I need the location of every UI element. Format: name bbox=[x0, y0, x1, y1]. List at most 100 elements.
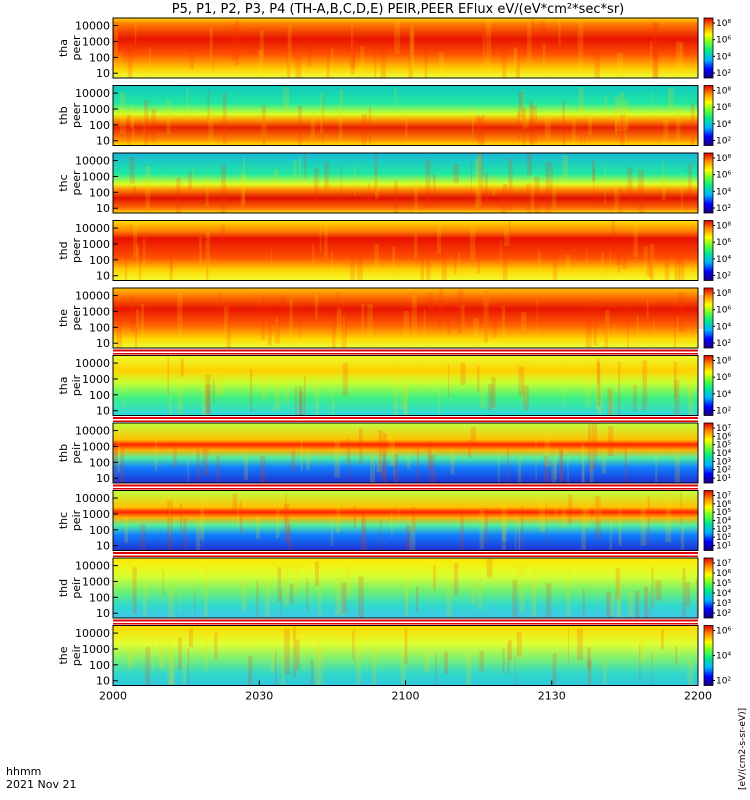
panel-thc-peir: 10 100 1000 10000 thc peir 10⁷10⁶10⁵10⁴10³10²1… bbox=[57, 484, 731, 553]
spectrogram-streak bbox=[613, 323, 616, 348]
spectrogram-streak bbox=[691, 103, 695, 146]
spectrogram-streak bbox=[205, 384, 211, 414]
spectrogram-streak bbox=[367, 304, 373, 348]
y-tick-label: 10 bbox=[96, 337, 110, 350]
spectrogram-streak bbox=[534, 177, 540, 213]
spectrogram-streak bbox=[680, 526, 685, 551]
spectrogram-streak bbox=[130, 105, 134, 129]
spectrogram-streak bbox=[522, 107, 526, 146]
spectrogram-streak bbox=[517, 456, 522, 483]
spectrogram-streak bbox=[202, 448, 209, 476]
spectrogram-streak bbox=[651, 567, 654, 608]
spectrogram-streak bbox=[143, 115, 145, 146]
spectrogram-streak bbox=[577, 22, 584, 70]
spectrogram-streak bbox=[338, 112, 343, 146]
colorbar-tick-label: 10² bbox=[716, 407, 731, 417]
spectrogram-streak bbox=[274, 322, 280, 344]
spectrogram-streak bbox=[351, 20, 353, 75]
spectrogram-streak bbox=[326, 41, 330, 78]
spectrogram-streak bbox=[127, 648, 134, 669]
spectrogram-streak bbox=[226, 301, 231, 348]
spectrogram-streak bbox=[205, 374, 211, 416]
spectrogram-streak bbox=[479, 509, 485, 549]
spectrogram-streak bbox=[627, 591, 634, 618]
spectrogram-streak bbox=[515, 38, 520, 78]
spectrogram-streak bbox=[615, 242, 622, 265]
spectrogram-streak bbox=[524, 107, 529, 129]
spectrogram-streak bbox=[285, 493, 287, 535]
colorbar-tick-label: 10⁶ bbox=[716, 103, 731, 113]
spectrogram-streak bbox=[676, 41, 681, 78]
spectrogram-streak bbox=[212, 27, 215, 70]
spectrogram-streak bbox=[586, 246, 588, 280]
spectrogram-streak bbox=[618, 361, 621, 415]
spectrogram-streak bbox=[204, 627, 208, 672]
spectrogram-streak bbox=[233, 234, 235, 255]
spectrogram-streak bbox=[389, 431, 395, 466]
spectrogram-streak bbox=[431, 561, 437, 587]
spectrogram-streak bbox=[610, 593, 614, 616]
spectrogram-streak bbox=[130, 296, 135, 324]
spectrogram-streak bbox=[441, 251, 447, 281]
spectrogram-streak bbox=[342, 593, 345, 618]
spectrogram-fill bbox=[113, 288, 698, 348]
spectrogram-streak bbox=[145, 646, 150, 686]
colorbar-tick-label: 10⁷ bbox=[716, 424, 731, 434]
spectrogram-streak bbox=[663, 161, 665, 186]
colorbar-tick-label: 10² bbox=[716, 609, 731, 619]
panel-probe-label: the bbox=[57, 646, 70, 664]
spectrogram-streak bbox=[340, 167, 342, 201]
spectrogram-streak bbox=[673, 362, 677, 399]
spectrogram-streak bbox=[332, 316, 336, 348]
spectrogram-streak bbox=[310, 659, 314, 686]
spectrogram-streak bbox=[485, 18, 492, 70]
spectrogram-streak bbox=[539, 497, 546, 533]
spectrogram-streak bbox=[289, 583, 294, 605]
panel-thb-peir: 10 100 1000 10000 thb peir 10⁷10⁶10⁵10⁴10³10²1… bbox=[57, 417, 731, 485]
panel-frame bbox=[112, 422, 699, 484]
spectrogram-streak bbox=[134, 306, 138, 348]
spectrogram-streak bbox=[566, 567, 571, 618]
spectrogram-streak bbox=[376, 452, 383, 473]
x-tick-label: 2130 bbox=[538, 690, 566, 703]
spectrogram-streak bbox=[460, 509, 464, 551]
spectrogram-streak bbox=[501, 306, 505, 337]
panel-species-label: peir bbox=[70, 644, 83, 666]
colorbar bbox=[703, 152, 714, 214]
spectrogram-fill bbox=[113, 220, 698, 281]
spectrogram-streak bbox=[492, 309, 497, 338]
spectrogram-streak bbox=[346, 565, 351, 599]
spectrogram-streak bbox=[243, 455, 249, 481]
spectrogram-streak bbox=[636, 315, 639, 348]
panel-frame bbox=[112, 17, 699, 79]
spectrogram-streak bbox=[314, 294, 318, 320]
spectrogram-streak bbox=[474, 158, 480, 209]
spectrogram-streak bbox=[544, 435, 550, 467]
spectrogram-streak bbox=[404, 627, 408, 665]
spectrogram-streak bbox=[303, 376, 306, 416]
spectrogram-streak bbox=[414, 234, 418, 258]
spectrogram-streak bbox=[294, 386, 297, 416]
spectrogram-streak bbox=[580, 118, 582, 146]
colorbar-tick-label: 10¹ bbox=[716, 542, 731, 552]
spectrogram-streak bbox=[293, 160, 297, 179]
spectrogram-streak bbox=[436, 222, 441, 254]
spectrogram-streak bbox=[424, 45, 428, 78]
spectrogram-streak bbox=[274, 650, 277, 686]
spectrogram-streak bbox=[615, 111, 617, 135]
panel-the-peer: 10 100 1000 10000 the peer 10⁸ 10⁶ 10⁴ 10² bbox=[57, 287, 731, 350]
spectrogram-streak bbox=[680, 491, 682, 525]
spectrogram-streak bbox=[132, 112, 135, 146]
spectrogram-streak bbox=[255, 515, 260, 540]
colorbar-tick-label: 10⁸ bbox=[716, 154, 731, 164]
panel-species-label: peer bbox=[70, 238, 83, 264]
spectrogram-streak bbox=[409, 31, 415, 76]
spectrogram-streak bbox=[470, 426, 477, 447]
spectrogram-streak bbox=[322, 97, 324, 146]
spectrogram-streak bbox=[216, 370, 221, 396]
spectrogram-streak bbox=[351, 630, 354, 659]
spectrogram-streak bbox=[207, 89, 210, 120]
spectrogram-streak bbox=[188, 628, 194, 648]
spectrogram-streak bbox=[240, 173, 245, 208]
spectrogram-streak bbox=[663, 119, 669, 146]
